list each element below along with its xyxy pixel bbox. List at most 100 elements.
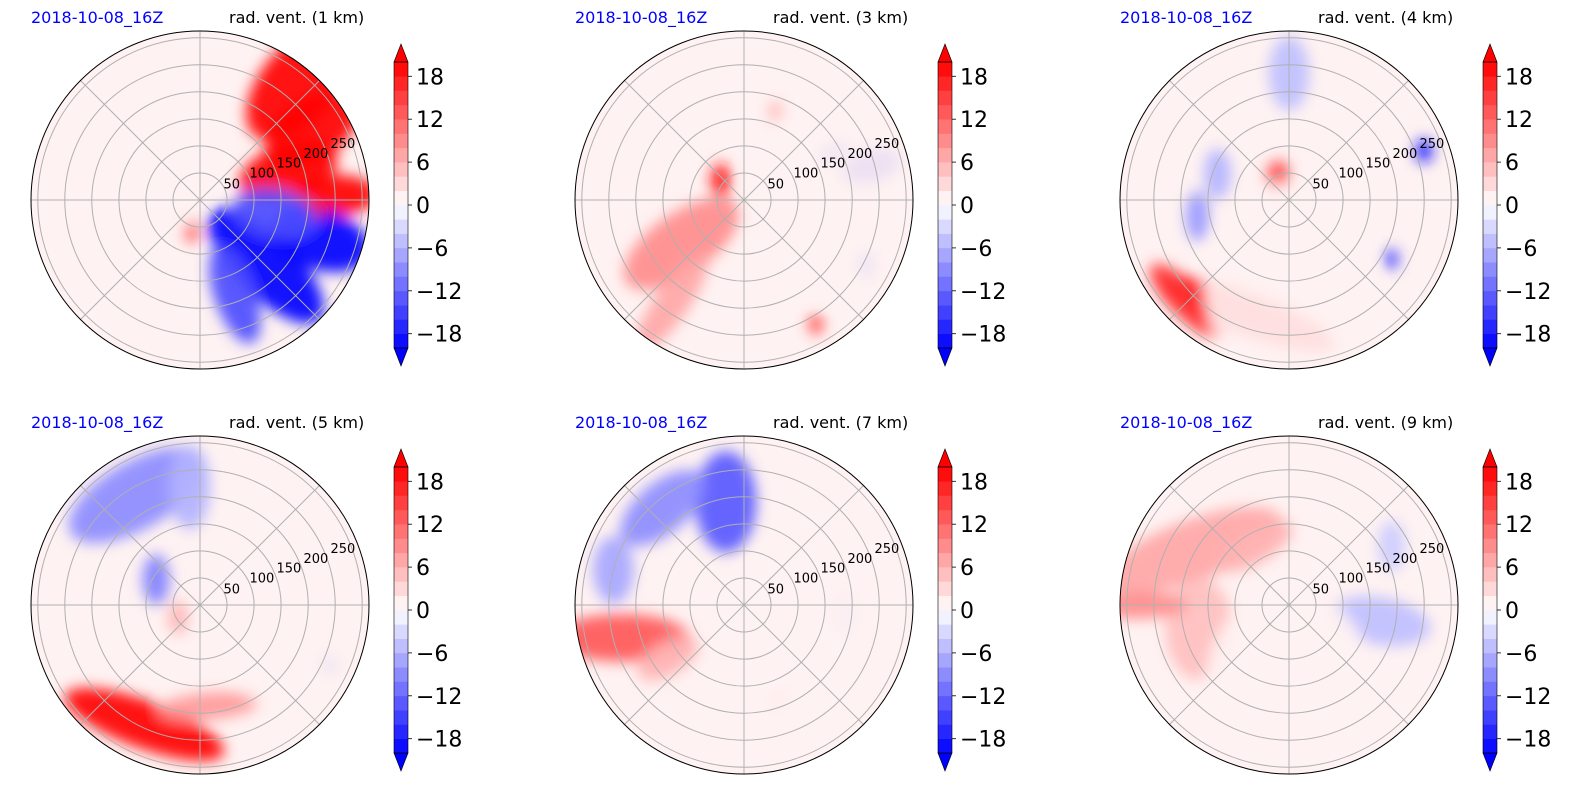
velocity-region bbox=[167, 600, 189, 635]
colorbar-segment bbox=[1483, 509, 1497, 525]
colorbar-segment bbox=[394, 467, 408, 482]
colorbar-segment bbox=[394, 552, 408, 568]
colorbar-tick-label: 0 bbox=[960, 194, 974, 219]
colorbar-segment bbox=[394, 305, 408, 320]
ring-label: 100 bbox=[793, 167, 818, 182]
velocity-region bbox=[312, 201, 323, 219]
colorbar-segment bbox=[938, 162, 952, 177]
colorbar-tick-label: −6 bbox=[1505, 237, 1537, 262]
velocity-region bbox=[208, 247, 261, 344]
velocity-region bbox=[1384, 248, 1399, 270]
colorbar-segment bbox=[938, 247, 952, 263]
colorbar-segment bbox=[938, 667, 952, 682]
colorbar-segment bbox=[394, 624, 408, 639]
colorbar-extend-min bbox=[1482, 347, 1498, 367]
colorbar-extend-min bbox=[393, 752, 409, 772]
colorbar-segment bbox=[938, 290, 952, 306]
colorbar-tick-label: −12 bbox=[960, 280, 1006, 305]
azimuth-line bbox=[80, 80, 201, 201]
azimuth-line bbox=[199, 485, 320, 606]
colorbar-segment bbox=[394, 610, 408, 625]
colorbar-segment bbox=[1483, 205, 1497, 220]
panel-title: rad. vent. (3 km) bbox=[773, 8, 908, 27]
colorbar-segment bbox=[938, 76, 952, 91]
azimuth-line bbox=[1288, 604, 1409, 725]
azimuth-line bbox=[624, 80, 745, 201]
colorbar-segment bbox=[938, 724, 952, 739]
colorbar-segment bbox=[1483, 119, 1497, 134]
colorbar-segment bbox=[938, 567, 952, 582]
colorbar-segment bbox=[1483, 667, 1497, 682]
colorbar-extend-max bbox=[1482, 448, 1498, 468]
velocity-region bbox=[1378, 520, 1405, 572]
colorbar-segment bbox=[938, 681, 952, 697]
colorbar-segment bbox=[394, 567, 408, 582]
colorbar-segment bbox=[938, 219, 952, 234]
colorbar-segment bbox=[1483, 652, 1497, 668]
colorbar-segment bbox=[938, 738, 952, 754]
ring-label: 50 bbox=[768, 582, 785, 597]
velocity-region bbox=[623, 197, 740, 290]
colorbar-segment bbox=[1483, 147, 1497, 163]
velocity-region bbox=[809, 314, 823, 335]
azimuth-line bbox=[199, 604, 320, 725]
colorbar-tick-label: 12 bbox=[960, 513, 988, 538]
colorbar-segment bbox=[394, 133, 408, 149]
colorbar-tick-label: 12 bbox=[416, 108, 444, 133]
ring-label: 150 bbox=[1365, 562, 1390, 577]
colorbar-segment bbox=[394, 595, 408, 611]
colorbar-tick-label: 12 bbox=[416, 513, 444, 538]
colorbar-segment bbox=[938, 652, 952, 668]
azimuth-line bbox=[80, 485, 201, 606]
azimuth-line bbox=[743, 604, 864, 725]
colorbar-segment bbox=[938, 495, 952, 511]
colorbar-segment bbox=[938, 524, 952, 539]
colorbar-segment bbox=[938, 638, 952, 654]
colorbar-extend-min bbox=[393, 347, 409, 367]
ring-label: 50 bbox=[224, 177, 241, 192]
colorbar-segment bbox=[394, 205, 408, 220]
colorbar-segment bbox=[394, 481, 408, 496]
ring-label: 50 bbox=[768, 177, 785, 192]
colorbar-segment bbox=[1483, 524, 1497, 539]
azimuth-line bbox=[624, 485, 745, 606]
colorbar-segment bbox=[394, 262, 408, 277]
colorbar-segment bbox=[1483, 219, 1497, 234]
azimuth-line bbox=[1169, 604, 1290, 725]
colorbar-segment bbox=[938, 205, 952, 220]
velocity-region bbox=[710, 163, 731, 198]
colorbar: 18 12 6 0 −6 −12 −18 bbox=[937, 43, 1006, 367]
colorbar-segment bbox=[938, 509, 952, 525]
azimuth-line bbox=[624, 199, 745, 320]
colorbar-tick-label: −18 bbox=[960, 728, 1006, 753]
colorbar-segment bbox=[394, 495, 408, 511]
colorbar-segment bbox=[394, 233, 408, 249]
colorbar-tick-label: −18 bbox=[1505, 728, 1551, 753]
velocity-region bbox=[637, 635, 699, 681]
colorbar-segment bbox=[1483, 247, 1497, 263]
colorbar-segment bbox=[938, 467, 952, 482]
colorbar-segment bbox=[394, 119, 408, 134]
colorbar-segment bbox=[938, 581, 952, 596]
ring-label: 150 bbox=[1365, 157, 1390, 172]
colorbar-segment bbox=[1483, 90, 1497, 106]
colorbar-tick-label: −12 bbox=[960, 685, 1006, 710]
colorbar-segment bbox=[938, 104, 952, 120]
ring-label: 100 bbox=[1338, 167, 1363, 182]
panel-date: 2018-10-08_16Z bbox=[575, 413, 707, 433]
colorbar-tick-label: −6 bbox=[416, 237, 448, 262]
colorbar-tick-label: 18 bbox=[960, 65, 988, 90]
velocity-region bbox=[620, 469, 705, 546]
panel-date: 2018-10-08_16Z bbox=[31, 8, 163, 28]
colorbar-segment bbox=[1483, 176, 1497, 191]
colorbar-segment bbox=[1483, 76, 1497, 91]
ring-label: 50 bbox=[1313, 582, 1330, 597]
colorbar-segment bbox=[938, 695, 952, 711]
ring-label: 250 bbox=[1419, 542, 1444, 557]
colorbar-segment bbox=[1483, 467, 1497, 482]
colorbar-segment bbox=[394, 333, 408, 349]
colorbar-tick-label: 0 bbox=[960, 599, 974, 624]
colorbar-segment bbox=[1483, 595, 1497, 611]
